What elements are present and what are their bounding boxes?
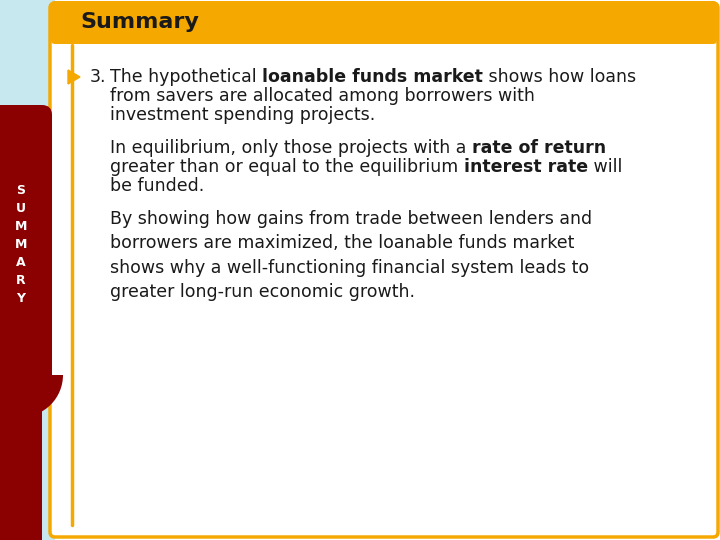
Text: greater than or equal to the equilibrium: greater than or equal to the equilibrium [110, 158, 464, 176]
Text: By showing how gains from trade between lenders and
borrowers are maximized, the: By showing how gains from trade between … [110, 210, 592, 301]
FancyBboxPatch shape [0, 0, 55, 540]
Text: interest rate: interest rate [464, 158, 588, 176]
Polygon shape [68, 70, 80, 84]
Text: In equilibrium, only those projects with a: In equilibrium, only those projects with… [110, 139, 472, 157]
Wedge shape [0, 375, 63, 417]
FancyBboxPatch shape [0, 105, 52, 385]
Text: The hypothetical: The hypothetical [110, 68, 262, 86]
Text: S
U
M
M
A
R
Y: S U M M A R Y [15, 185, 27, 306]
Text: rate of return: rate of return [472, 139, 606, 157]
FancyBboxPatch shape [50, 3, 718, 537]
FancyBboxPatch shape [0, 365, 42, 540]
Text: investment spending projects.: investment spending projects. [110, 106, 375, 124]
Text: be funded.: be funded. [110, 177, 204, 195]
FancyBboxPatch shape [51, 1, 717, 44]
Text: from savers are allocated among borrowers with: from savers are allocated among borrower… [110, 87, 535, 105]
Text: loanable funds market: loanable funds market [262, 68, 483, 86]
Text: 3.: 3. [90, 68, 107, 86]
Text: will: will [588, 158, 622, 176]
Text: Summary: Summary [80, 12, 199, 32]
Text: shows how loans: shows how loans [483, 68, 636, 86]
